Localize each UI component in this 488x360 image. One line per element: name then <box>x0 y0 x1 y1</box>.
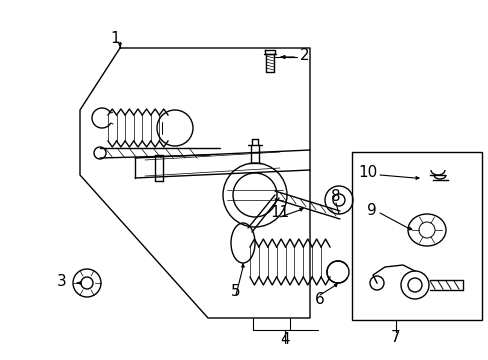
Text: 8: 8 <box>330 189 340 203</box>
Text: 4: 4 <box>280 333 289 347</box>
Bar <box>351 152 481 320</box>
Text: 11: 11 <box>270 204 289 220</box>
Text: 10: 10 <box>358 165 377 180</box>
Text: 3: 3 <box>57 274 67 289</box>
Text: 2: 2 <box>300 48 309 63</box>
Text: 1: 1 <box>110 31 120 45</box>
Text: 9: 9 <box>366 202 376 217</box>
Text: 5: 5 <box>231 284 240 300</box>
Text: 6: 6 <box>314 292 324 307</box>
Text: 7: 7 <box>390 330 400 346</box>
